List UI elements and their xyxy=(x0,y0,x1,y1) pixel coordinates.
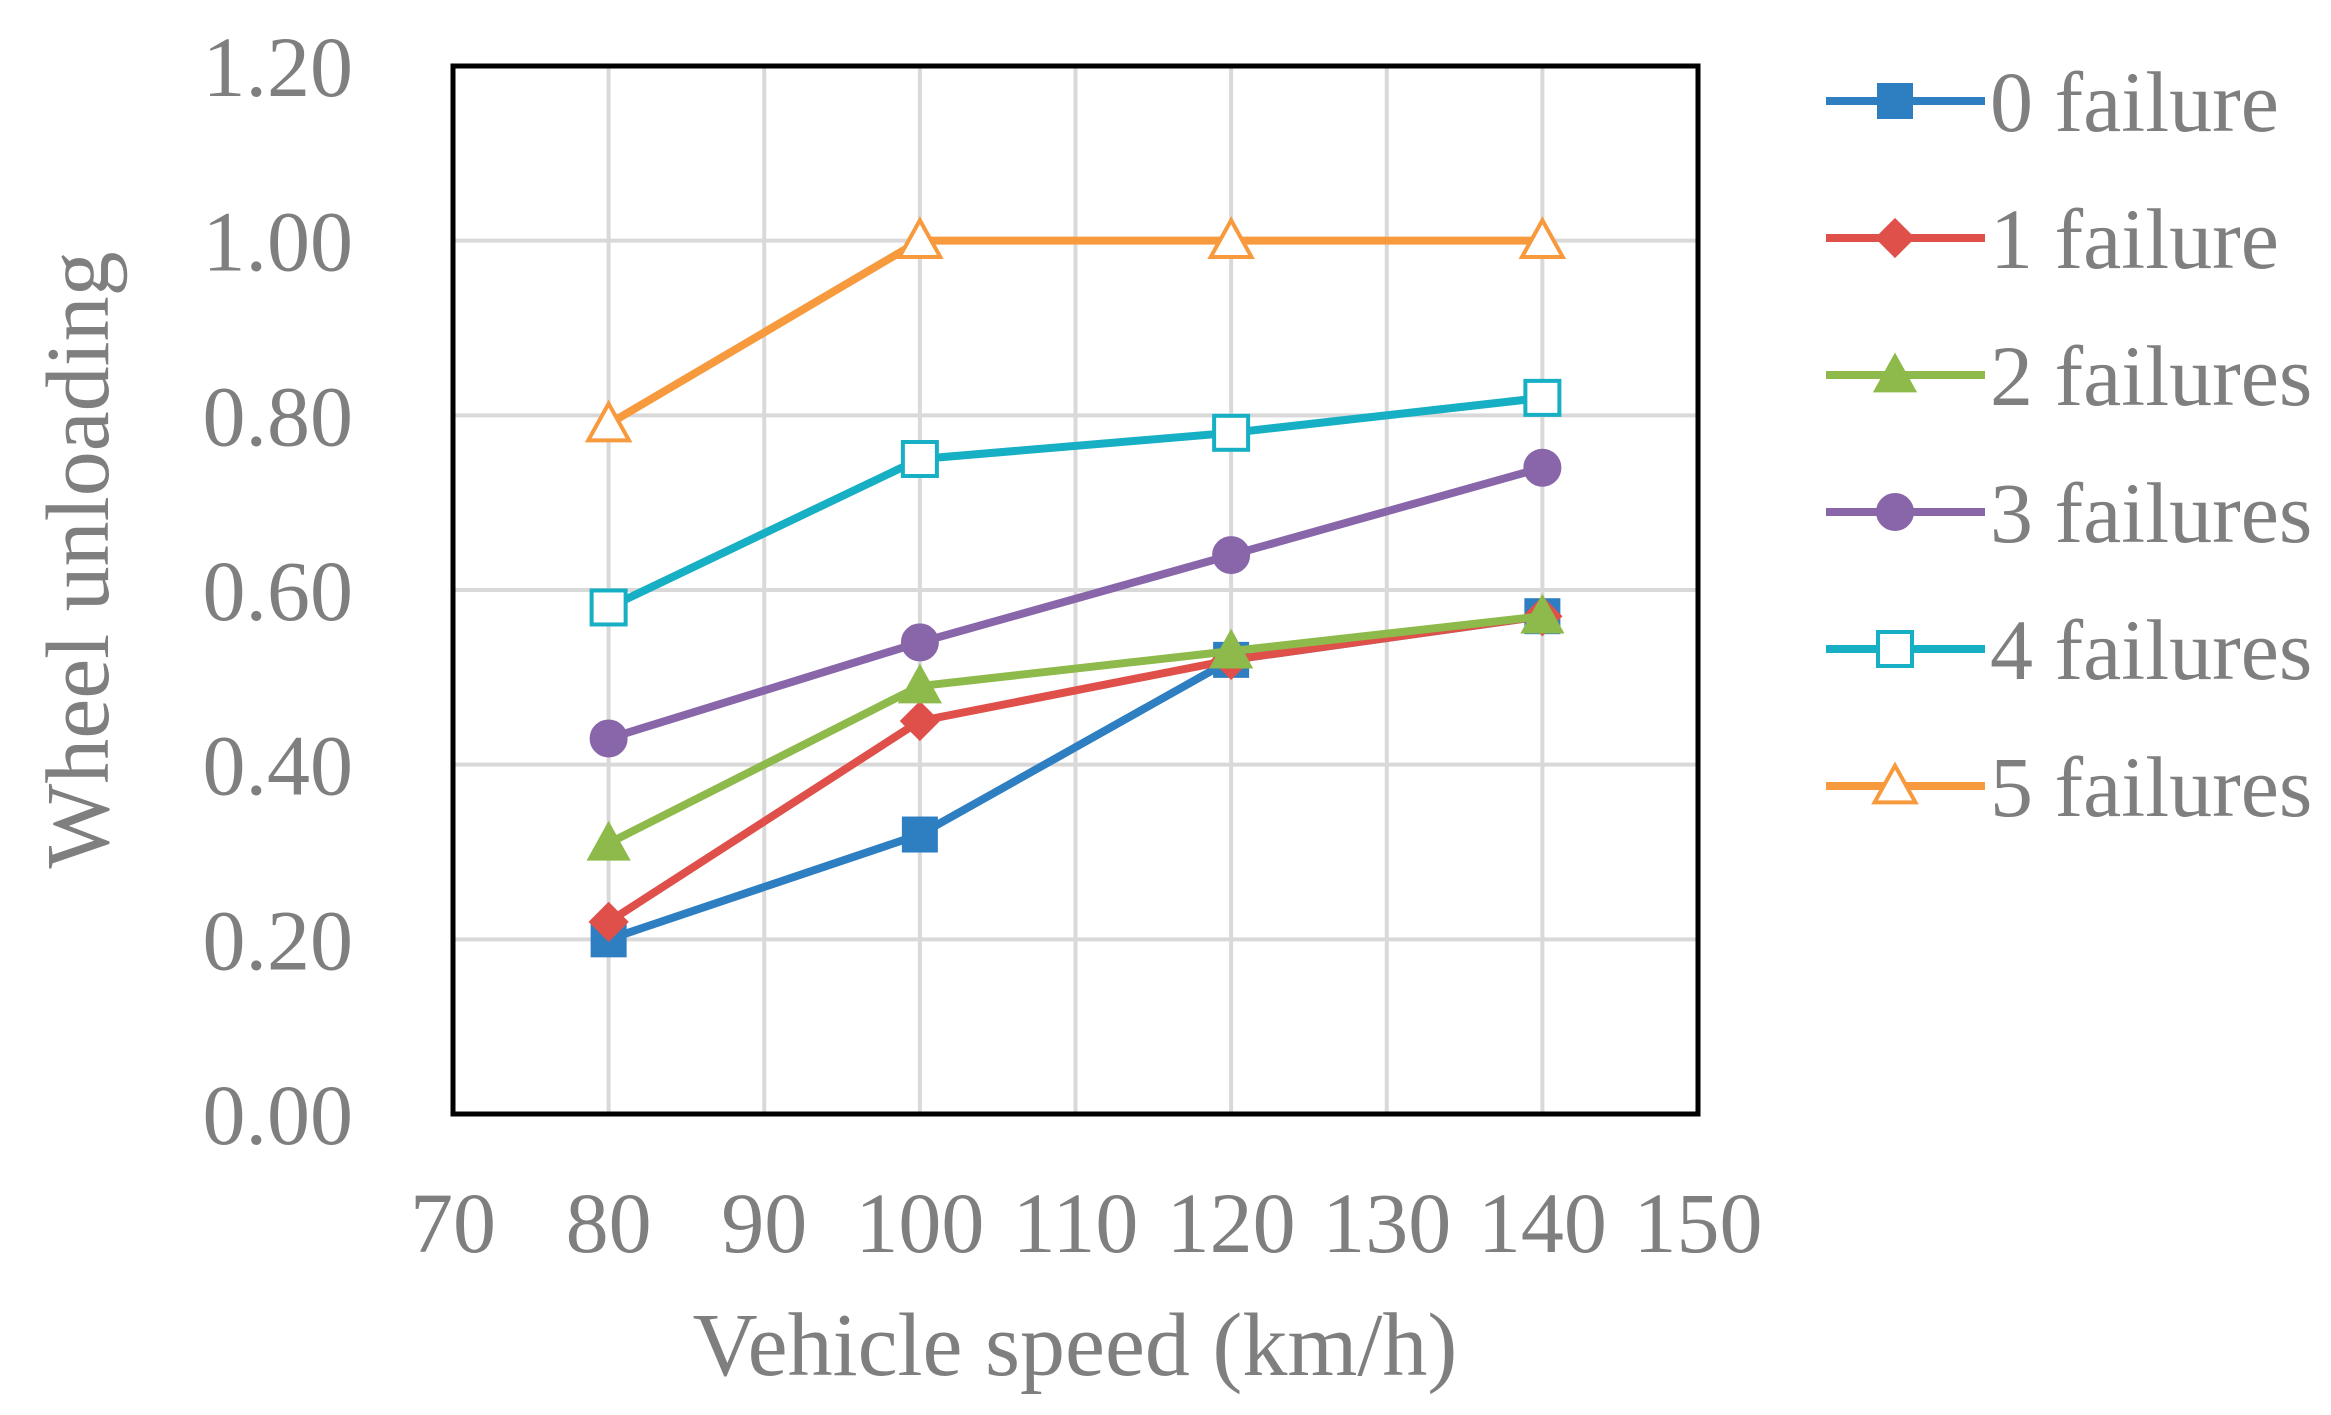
series-line xyxy=(606,236,1543,428)
y-tick-label: 1.00 xyxy=(203,194,354,290)
x-tick-label: 120 xyxy=(1167,1175,1296,1271)
x-tick-label: 100 xyxy=(855,1175,984,1271)
x-axis-title: Vehicle speed (km/h) xyxy=(693,1296,1458,1395)
y-tick-label: 0.60 xyxy=(203,543,354,639)
x-tick-label: 130 xyxy=(1322,1175,1451,1271)
data-point xyxy=(1523,378,1562,417)
data-point xyxy=(589,588,628,627)
series-line xyxy=(606,393,1543,612)
legend-label: 3 failures xyxy=(1990,465,2312,561)
series-2 xyxy=(586,593,1565,861)
legend-marker xyxy=(1876,630,1914,668)
legend-item: 0 failure xyxy=(1826,54,2279,150)
legend-item: 4 failures xyxy=(1826,602,2312,698)
series-3 xyxy=(589,448,1562,758)
series-5 xyxy=(584,216,1567,443)
y-tick-label: 0.80 xyxy=(203,368,354,464)
data-point xyxy=(900,623,939,662)
x-tick-label: 90 xyxy=(721,1175,807,1271)
legend-label: 4 failures xyxy=(1990,602,2312,698)
legend-item: 2 failures xyxy=(1826,328,2312,424)
data-point xyxy=(1518,216,1567,259)
y-tick-label: 0.00 xyxy=(203,1067,354,1163)
series-4 xyxy=(589,378,1562,627)
legend-label: 0 failure xyxy=(1990,54,2279,150)
legend-item: 3 failures xyxy=(1826,465,2312,561)
data-point xyxy=(1207,216,1255,259)
legend: 0 failure 1 failure 2 failures 3 failures 4 … xyxy=(1826,54,2312,835)
legend-label: 2 failures xyxy=(1990,328,2312,424)
legend-label: 5 failures xyxy=(1990,739,2312,835)
y-axis-ticks: 0.00 0.20 0.40 0.60 0.80 1.00 1.20 xyxy=(203,19,354,1163)
legend-item: 5 failures xyxy=(1826,739,2312,835)
x-tick-label: 110 xyxy=(1013,1175,1139,1271)
series-line xyxy=(607,463,1544,743)
y-tick-label: 0.20 xyxy=(203,892,354,988)
data-point xyxy=(1212,413,1251,452)
legend-marker xyxy=(1874,217,1916,259)
data-point xyxy=(901,816,938,853)
legend-marker xyxy=(1872,352,1918,393)
data-point xyxy=(588,901,629,942)
series-lines xyxy=(584,216,1567,958)
data-point xyxy=(1212,536,1251,575)
x-tick-label: 140 xyxy=(1478,1175,1607,1271)
data-point xyxy=(1523,448,1562,487)
legend-marker xyxy=(1876,493,1914,531)
legend-marker xyxy=(1877,83,1913,119)
plot-area-frame xyxy=(450,63,1701,1117)
data-point xyxy=(897,663,942,704)
data-point xyxy=(900,440,939,478)
legend-label: 1 failure xyxy=(1990,191,2279,287)
series-line xyxy=(606,612,1543,926)
x-tick-label: 70 xyxy=(410,1175,496,1271)
data-point xyxy=(896,216,944,259)
data-point xyxy=(899,700,940,742)
y-axis-title: Wheel unloading xyxy=(29,251,128,868)
x-tick-label: 80 xyxy=(566,1175,652,1271)
data-point xyxy=(1209,628,1254,669)
data-point xyxy=(589,719,628,758)
legend-marker xyxy=(1871,761,1919,805)
x-tick-label: 150 xyxy=(1634,1175,1763,1271)
legend-item: 1 failure xyxy=(1826,191,2279,287)
data-point xyxy=(584,399,633,443)
y-tick-label: 0.40 xyxy=(203,718,354,814)
y-tick-label: 1.20 xyxy=(203,19,354,115)
data-point xyxy=(1520,593,1565,634)
x-axis-ticks: 70 80 90 100 110 120 130 140 150 xyxy=(410,1175,1763,1271)
series-line xyxy=(606,612,1543,847)
data-point xyxy=(586,820,631,861)
